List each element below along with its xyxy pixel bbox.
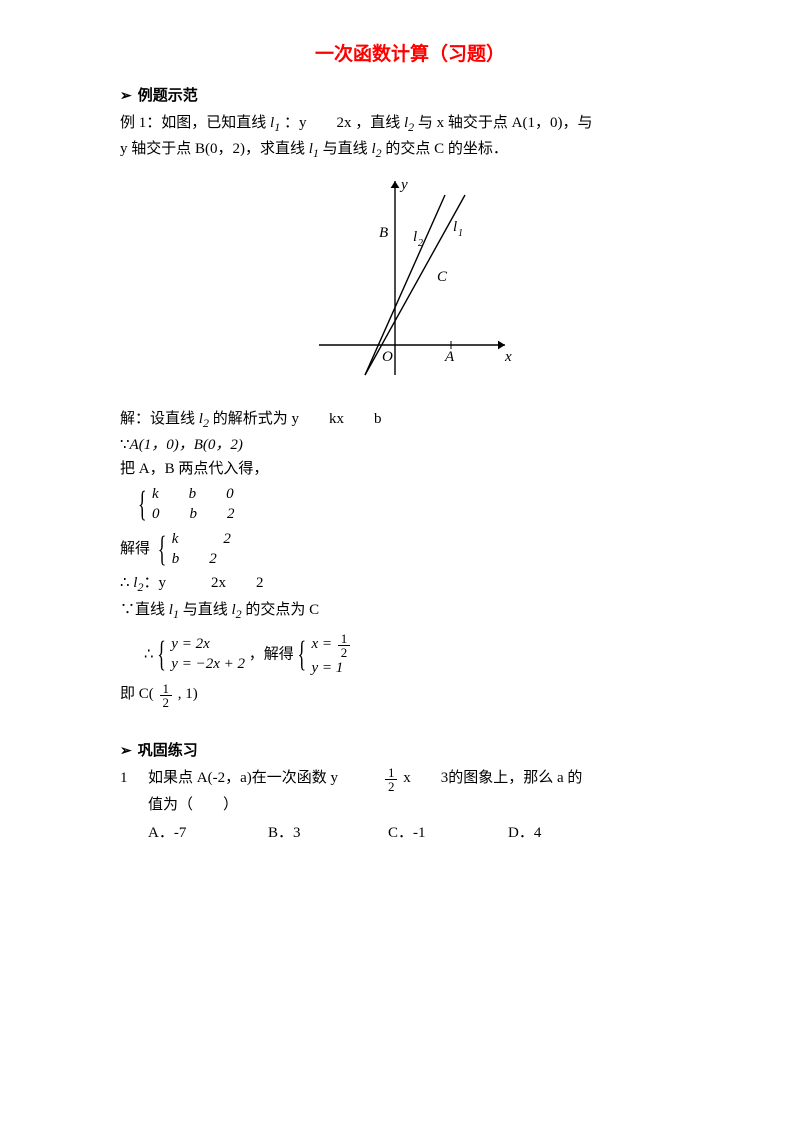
example-problem: 例 1：如图，已知直线 l1 ：y 2x ，直线 l2 与 x 轴交于点 A(1… (120, 111, 700, 163)
sol-line-5: ∵直线 l1 与直线 l2 的交点为 C (120, 598, 700, 624)
q1-choice-d: D．4 (508, 821, 628, 845)
q1-choice-a: A．-7 (148, 821, 268, 845)
svg-text:B: B (379, 225, 388, 241)
q1-number: 1 (120, 766, 148, 790)
solution-block: 解：设直线 l2 的解析式为 y kx b ∵A(1，0)，B(0，2) 把 A… (120, 407, 700, 709)
sol-line-0: 解：设直线 l2 的解析式为 y kx b (120, 407, 700, 433)
practice-section: ➢ 巩固练习 1 如果点 A(-2，a)在一次函数 y 12 x 3的图象上，那么… (120, 739, 700, 844)
q1-text-c: 值为（ ） (148, 793, 700, 817)
ex-txt-6: 的交点 C 的坐标． (385, 141, 508, 157)
q1-frac: 12 (385, 766, 398, 793)
example-section-heading: ➢ 例题示范 (120, 84, 700, 108)
practice-head-text: 巩固练习 (138, 743, 198, 759)
sol-line-2: 把 A，B 两点代入得， (120, 457, 700, 481)
svg-text:2: 2 (418, 238, 423, 249)
svg-text:y: y (399, 177, 408, 193)
sys3-row1: y = 2x (171, 635, 245, 655)
solve-mid: ，解得 (249, 646, 294, 662)
practice-section-heading: ➢ 巩固练习 (120, 739, 700, 763)
section-marker-icon-2: ➢ (120, 741, 132, 763)
coordinate-graph: yxOABCl1l2 (305, 175, 515, 385)
q1-choice-b: B．3 (268, 821, 388, 845)
q1-body: 如果点 A(-2，a)在一次函数 y 12 x 3的图象上，那么 a 的 值为（… (148, 766, 700, 845)
sol-line-3: 解得 k 2 b 2 (120, 528, 700, 571)
ex-txt-2: ：y 2x ，直线 (284, 115, 400, 131)
ex-txt-1: 例 1：如图，已知直线 (120, 115, 266, 131)
sys4-row2: y = 1 (312, 659, 353, 679)
sys2-row1: k 2 (172, 530, 231, 550)
sys2-row2: b 2 (172, 550, 231, 570)
example-head-text: 例题示范 (138, 88, 198, 104)
therefore-sym: ∴ (144, 646, 154, 662)
question-1: 1 如果点 A(-2，a)在一次函数 y 12 x 3的图象上，那么 a 的 值… (120, 766, 700, 845)
svg-text:x: x (504, 349, 512, 365)
sol-line-7: 即 C( 12 , 1) (120, 682, 700, 709)
ex-txt-4: y 轴交于点 B(0，2)，求直线 (120, 141, 309, 157)
sol-line-4: ∴ l2：y 2x 2 (120, 571, 700, 597)
system-1: k b 0 0 b 2 (138, 483, 700, 526)
ex-txt-5: 与直线 (323, 141, 372, 157)
l1-sym-2: l1 (309, 141, 319, 157)
ex-txt-3: 与 x 轴交于点 A(1，0)，与 (418, 115, 593, 131)
l1-sym: l1 (270, 115, 280, 131)
system-3-4: ∴ y = 2x y = −2x + 2 ，解得 x = 12 y = 1 (144, 630, 700, 681)
sys1-row1: k b 0 (152, 485, 235, 505)
svg-text:O: O (382, 349, 393, 365)
q1-text-b: x 3的图象上，那么 a 的 (399, 770, 582, 786)
q1-choice-c: C．-1 (388, 821, 508, 845)
sys3-row2: y = −2x + 2 (171, 655, 245, 675)
svg-text:A: A (444, 349, 455, 365)
l2-sym-2: l2 (371, 141, 381, 157)
l2-sym: l2 (404, 115, 414, 131)
svg-text:l: l (453, 219, 457, 235)
q1-choices: A．-7 B．3 C．-1 D．4 (148, 821, 700, 845)
svg-text:C: C (437, 269, 448, 285)
q1-text-a: 如果点 A(-2，a)在一次函数 y (148, 770, 383, 786)
sol-line-1: ∵A(1，0)，B(0，2) (120, 433, 700, 457)
svg-text:l: l (413, 229, 417, 245)
graph-figure: yxOABCl1l2 (120, 175, 700, 393)
svg-text:1: 1 (458, 228, 463, 239)
page-title: 一次函数计算（习题） (120, 40, 700, 70)
section-marker-icon: ➢ (120, 86, 132, 108)
sys4-row1: x = 12 (312, 632, 353, 659)
